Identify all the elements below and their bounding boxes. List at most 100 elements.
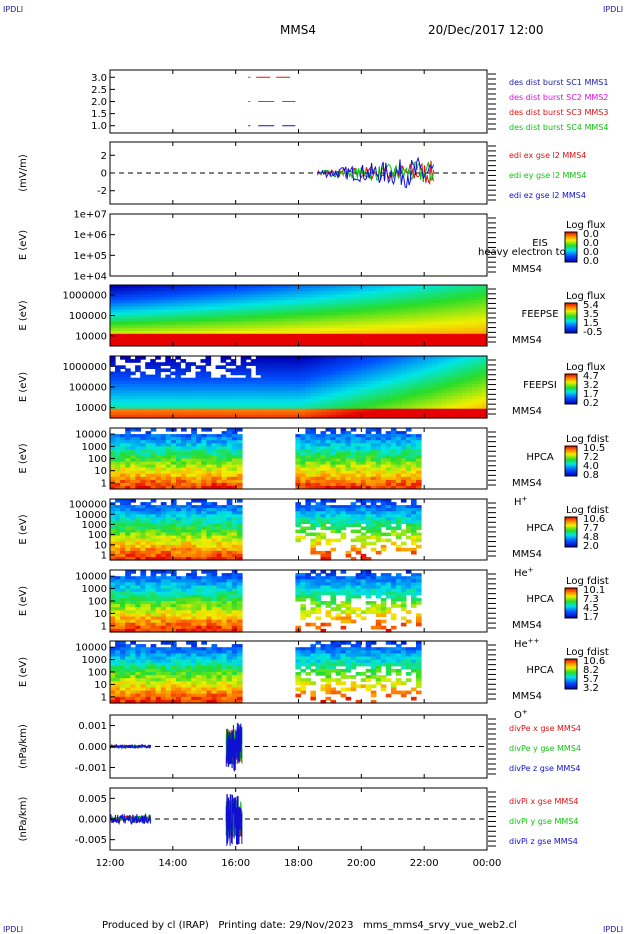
- spectrogram-cell: [375, 473, 382, 478]
- spectrogram-cell: [366, 291, 372, 295]
- spectrogram-cell: [165, 544, 172, 549]
- spectrogram-cell: [411, 312, 418, 316]
- spectrogram-cell: [130, 297, 136, 301]
- spectrogram-cell: [340, 431, 347, 435]
- spectrogram-cell: [211, 479, 218, 484]
- spectrogram-cell: [360, 505, 367, 509]
- spectrogram-cell: [270, 315, 277, 320]
- spectrogram-cell: [120, 399, 126, 404]
- spectrogram-cell: [360, 464, 367, 469]
- spectrogram-cell: [181, 440, 187, 444]
- spectrogram-cell: [140, 321, 146, 326]
- spectrogram-cell: [326, 315, 332, 320]
- y-tick-label: 100: [88, 530, 107, 541]
- spectrogram-cell: [311, 377, 317, 382]
- spectrogram-cell: [145, 321, 151, 326]
- spectrogram-cell: [130, 339, 136, 344]
- spectrogram-cell: [260, 291, 267, 295]
- spectrogram-cell: [215, 312, 222, 316]
- spectrogram-cell: [416, 517, 422, 521]
- spectrogram-cell: [291, 303, 297, 307]
- spectrogram-cell: [385, 511, 392, 515]
- spectrogram-cell: [406, 359, 413, 363]
- spectrogram-cell: [466, 383, 473, 388]
- spectrogram-cell: [361, 371, 367, 376]
- spectrogram-cell: [316, 368, 322, 373]
- spectrogram-cell: [195, 339, 202, 344]
- spectrogram-cell: [482, 411, 488, 416]
- spectrogram-cell: [400, 529, 407, 534]
- spectrogram-cell: [150, 440, 157, 444]
- spectrogram-cell: [135, 449, 142, 453]
- spectrogram-cell: [285, 390, 292, 394]
- spectrogram-cell: [211, 553, 218, 558]
- spectrogram-cell: [375, 538, 382, 543]
- spectrogram-cell: [441, 405, 448, 410]
- spectrogram-cell: [120, 517, 126, 521]
- spectrogram-cell: [385, 434, 392, 438]
- spectrogram-cell: [240, 294, 247, 298]
- spectrogram-cell: [125, 428, 131, 432]
- spectrogram-cell: [115, 342, 121, 347]
- spectrogram-cell: [461, 414, 468, 419]
- spectrogram-cell: [195, 324, 202, 329]
- spectrogram-cell: [291, 374, 297, 379]
- spectrogram-cell: [301, 374, 307, 379]
- spectrogram-cell: [416, 408, 423, 413]
- colorbar: [564, 516, 578, 548]
- spectrogram-cell: [296, 365, 302, 369]
- spectrogram-cell: [330, 520, 337, 524]
- spectrogram-cell: [140, 443, 147, 447]
- spectrogram-cell: [115, 473, 121, 478]
- spectrogram-cell: [385, 440, 392, 444]
- spectrogram-cell: [186, 547, 192, 552]
- spectrogram-cell: [471, 312, 478, 316]
- spectrogram-cell: [165, 297, 171, 301]
- spectrogram-cell: [190, 324, 196, 329]
- spectrogram-cell: [160, 511, 167, 515]
- spectrogram-cell: [436, 333, 443, 338]
- spectrogram-cell: [311, 306, 317, 310]
- spectrogram-cell: [186, 434, 192, 438]
- spectrogram-cell: [155, 440, 162, 444]
- spectrogram-cell: [426, 368, 433, 373]
- spectrogram-cell: [361, 396, 367, 400]
- spectrogram-cell: [446, 365, 453, 369]
- spectrogram-cell: [482, 356, 488, 360]
- spectrogram-cell: [341, 356, 347, 360]
- spectrogram-cell: [365, 508, 372, 512]
- spectrogram-cell: [426, 303, 433, 307]
- spectrogram-cell: [206, 508, 213, 512]
- spectrogram-cell: [335, 514, 342, 518]
- spectrogram-cell: [295, 470, 301, 475]
- spectrogram-cell: [130, 508, 136, 512]
- spectrogram-cell: [330, 446, 337, 450]
- spectrogram-cell: [471, 399, 478, 404]
- spectrogram-cell: [396, 399, 403, 404]
- spectrogram-cell: [270, 393, 277, 397]
- spectrogram-cell: [255, 408, 262, 413]
- spectrogram-cell: [245, 339, 252, 344]
- spectrogram-cell: [441, 327, 448, 332]
- spectrogram-cell: [175, 411, 181, 416]
- spectrogram-cell: [300, 446, 306, 450]
- spectrogram-cell: [225, 402, 232, 407]
- legend-entry: des dist burst SC4 MMS4: [509, 123, 608, 132]
- spectrogram-cell: [190, 327, 196, 332]
- spectrogram-cell: [255, 294, 262, 298]
- spectrogram-cell: [270, 411, 277, 416]
- spectrogram-cell: [225, 390, 232, 394]
- spectrogram-cell: [195, 377, 202, 382]
- spectrogram-cell: [160, 482, 167, 487]
- spectrogram-cell: [416, 339, 423, 344]
- spectrogram-cell: [216, 434, 223, 438]
- spectrogram-cell: [190, 303, 196, 307]
- spectrogram-cell: [185, 327, 191, 332]
- spectrogram-cell: [411, 362, 418, 366]
- spectrogram-cell: [482, 306, 488, 310]
- spectrogram-cell: [360, 452, 367, 456]
- spectrogram-cell: [196, 443, 202, 447]
- spectrogram-cell: [150, 434, 157, 438]
- spectrogram-cell: [145, 362, 151, 366]
- spectrogram-cell: [355, 520, 362, 524]
